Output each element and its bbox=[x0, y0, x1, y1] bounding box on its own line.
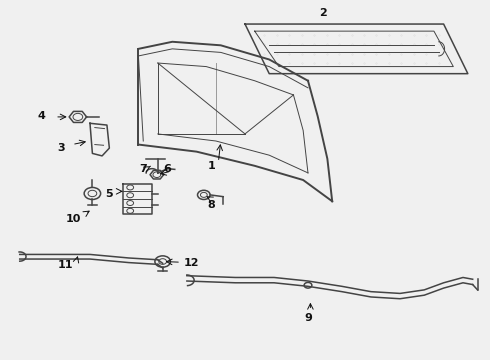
Text: 2: 2 bbox=[318, 8, 326, 18]
Text: 5: 5 bbox=[105, 189, 113, 199]
Text: 3: 3 bbox=[57, 143, 65, 153]
Text: 1: 1 bbox=[207, 161, 215, 171]
Text: 11: 11 bbox=[58, 260, 74, 270]
Text: 8: 8 bbox=[207, 200, 215, 210]
Text: 6: 6 bbox=[164, 165, 171, 174]
Text: 10: 10 bbox=[65, 214, 81, 224]
Text: 4: 4 bbox=[38, 111, 46, 121]
Text: 7: 7 bbox=[139, 165, 147, 174]
Text: 9: 9 bbox=[304, 313, 312, 323]
Text: 12: 12 bbox=[184, 258, 199, 268]
